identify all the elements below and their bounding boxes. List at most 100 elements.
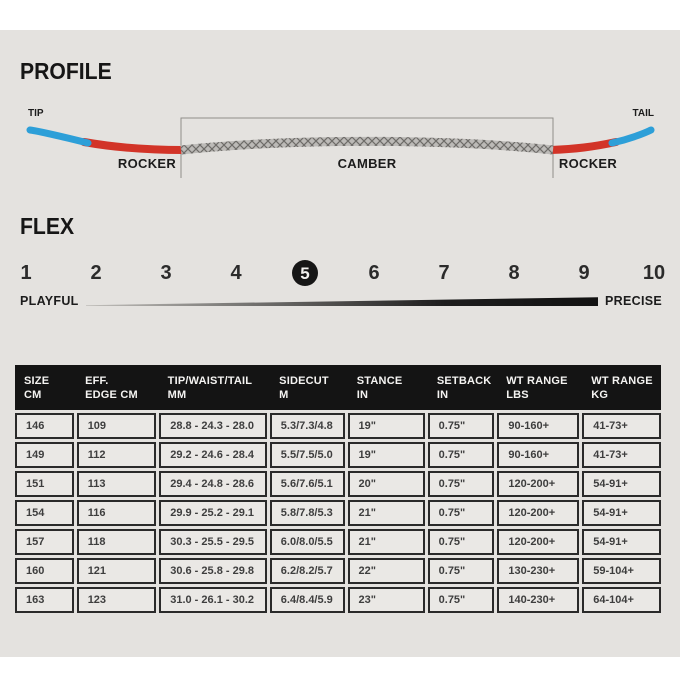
table-cell: 5.5/7.5/5.0 — [269, 442, 345, 468]
table-cell: 19" — [347, 442, 425, 468]
table-cell: 29.4 - 24.8 - 28.6 — [159, 471, 267, 497]
table-cell: 6.4/8.4/5.9 — [269, 587, 345, 613]
flex-scale-10: 10 — [642, 261, 666, 284]
tail-label: TAIL — [632, 108, 654, 119]
precise-label: PRECISE — [605, 294, 662, 308]
table-cell: 59-104+ — [582, 558, 661, 584]
header-size: SIZE CM — [24, 375, 50, 401]
table-cell: 149 — [15, 442, 74, 468]
table-cell: 20" — [347, 471, 425, 497]
flex-wedge-bar — [85, 296, 599, 306]
table-cell: 0.75" — [427, 558, 495, 584]
flex-axis: PLAYFUL PRECISE — [20, 290, 662, 308]
table-cell: 6.0/8.0/5.5 — [269, 529, 345, 555]
table-row: 160 121 30.6 - 25.8 - 29.8 6.2/8.2/5.7 22" 0.… — [15, 558, 661, 584]
playful-label: PLAYFUL — [20, 294, 79, 308]
flex-scale-9: 9 — [578, 261, 590, 284]
board-profile-diagram: TIP TAIL ROCKER CAMBER ROCKER — [0, 105, 680, 205]
table-cell: 120-200+ — [497, 471, 580, 497]
paper-background: PROFILE TIP — [0, 30, 680, 657]
table-cell: 21" — [347, 529, 425, 555]
table-cell: 120-200+ — [497, 529, 580, 555]
camber-label: CAMBER — [337, 156, 397, 171]
table-cell: 41-73+ — [582, 413, 661, 439]
size-spec-table: SIZE CM EFF. EDGE CM TIP/WAIST/TAIL MM S… — [15, 365, 661, 613]
table-cell: 0.75" — [427, 413, 495, 439]
table-cell: 113 — [76, 471, 157, 497]
flex-scale-7: 7 — [438, 261, 450, 284]
table-cell: 90-160+ — [497, 413, 580, 439]
table-cell: 54-91+ — [582, 500, 661, 526]
flex-rating-scale: 1 2 3 4 5 6 7 8 9 10 — [12, 259, 668, 287]
header-setback: SETBACK IN — [436, 375, 492, 401]
table-cell: 28.8 - 24.3 - 28.0 — [159, 413, 267, 439]
table-cell: 90-160+ — [497, 442, 580, 468]
flex-scale-2: 2 — [90, 261, 102, 284]
table-row: 163 123 31.0 - 26.1 - 30.2 6.4/8.4/5.9 23" 0.… — [15, 587, 661, 613]
header-stance: STANCE IN — [356, 375, 403, 401]
table-cell: 121 — [76, 558, 157, 584]
table-cell: 19" — [347, 413, 425, 439]
table-cell: 160 — [15, 558, 74, 584]
table-cell: 54-91+ — [582, 471, 661, 497]
header-eff-edge: EFF. EDGE CM — [85, 375, 138, 401]
table-cell: 112 — [76, 442, 157, 468]
header-wt-range-lbs: WT RANGE LBS — [506, 375, 568, 401]
table-cell: 130-230+ — [497, 558, 580, 584]
header-tip-waist-tail: TIP/WAIST/TAIL MM — [167, 375, 253, 401]
tip-segment — [26, 126, 92, 147]
table-cell: 6.2/8.2/5.7 — [269, 558, 345, 584]
table-body: 146 109 28.8 - 24.3 - 28.0 5.3/7.3/4.8 19" 0.… — [15, 413, 661, 613]
flex-scale-1: 1 — [20, 261, 32, 284]
camber-crosshatch — [180, 136, 554, 155]
rocker-left-label: ROCKER — [117, 156, 177, 171]
table-cell: 29.2 - 24.6 - 28.4 — [159, 442, 267, 468]
header-wt-range-kg: WT RANGE KG — [591, 375, 653, 401]
table-row: 149 112 29.2 - 24.6 - 28.4 5.5/7.5/5.0 19" 0.… — [15, 442, 661, 468]
flex-section-title: FLEX — [20, 213, 75, 239]
rocker-left-segment — [80, 138, 187, 154]
table-cell: 0.75" — [427, 529, 495, 555]
rocker-right-segment — [547, 138, 620, 154]
table-cell: 22" — [347, 558, 425, 584]
flex-scale-6: 6 — [368, 261, 380, 284]
table-cell: 146 — [15, 413, 74, 439]
table-cell: 5.3/7.3/4.8 — [269, 413, 345, 439]
table-cell: 157 — [15, 529, 74, 555]
table-cell: 21" — [347, 500, 425, 526]
table-cell: 23" — [347, 587, 425, 613]
table-cell: 31.0 - 26.1 - 30.2 — [159, 587, 267, 613]
flex-scale-3: 3 — [160, 261, 172, 284]
tail-segment — [608, 126, 655, 147]
flex-scale-4: 4 — [230, 261, 242, 284]
table-cell: 30.6 - 25.8 - 29.8 — [159, 558, 267, 584]
table-row: 157 118 30.3 - 25.5 - 29.5 6.0/8.0/5.5 21" 0.… — [15, 529, 661, 555]
table-cell: 0.75" — [427, 587, 495, 613]
table-cell: 116 — [76, 500, 157, 526]
table-cell: 5.6/7.6/5.1 — [269, 471, 345, 497]
table-cell: 29.9 - 25.2 - 29.1 — [159, 500, 267, 526]
table-cell: 123 — [76, 587, 157, 613]
rocker-right-label: ROCKER — [558, 156, 618, 171]
table-cell: 151 — [15, 471, 74, 497]
table-cell: 0.75" — [427, 471, 495, 497]
table-cell: 120-200+ — [497, 500, 580, 526]
profile-section-title: PROFILE — [20, 58, 112, 84]
table-cell: 163 — [15, 587, 74, 613]
flex-scale-5-selected: 5 — [292, 260, 318, 286]
tip-label: TIP — [28, 108, 44, 119]
table-cell: 30.3 - 25.5 - 29.5 — [159, 529, 267, 555]
table-row: 151 113 29.4 - 24.8 - 28.6 5.6/7.6/5.1 20" 0.… — [15, 471, 661, 497]
header-sidecut: SIDECUT M — [279, 375, 329, 401]
flex-wedge-graphic — [85, 297, 599, 306]
table-cell: 0.75" — [427, 442, 495, 468]
table-cell: 54-91+ — [582, 529, 661, 555]
flex-scale-8: 8 — [508, 261, 520, 284]
board-profile-graphic — [26, 117, 655, 178]
table-cell: 0.75" — [427, 500, 495, 526]
table-cell: 109 — [76, 413, 157, 439]
table-cell: 5.8/7.8/5.3 — [269, 500, 345, 526]
table-cell: 64-104+ — [582, 587, 661, 613]
table-row: 154 116 29.9 - 25.2 - 29.1 5.8/7.8/5.3 21" 0.… — [15, 500, 661, 526]
